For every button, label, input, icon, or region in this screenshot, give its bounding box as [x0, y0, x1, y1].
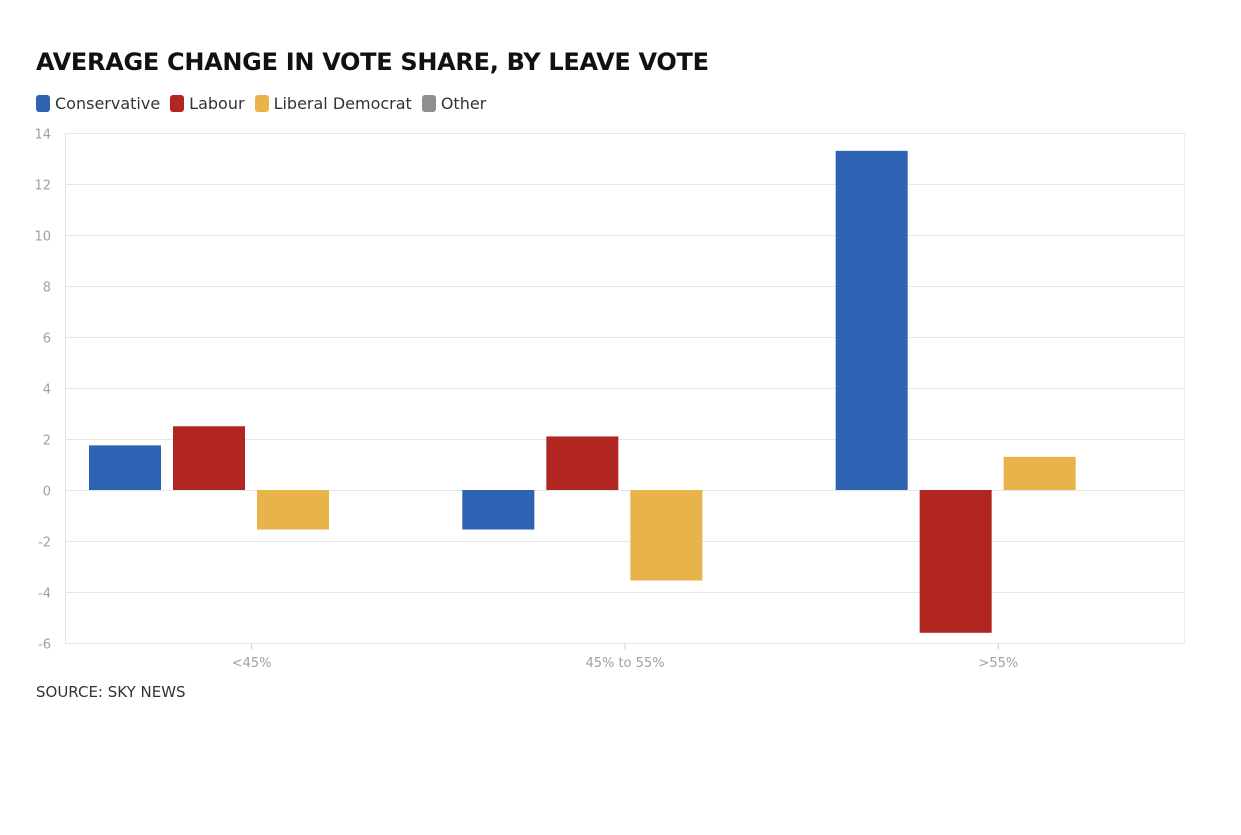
y-tick-label-0: 0	[43, 485, 51, 500]
legend-label-liberal-democrat: Liberal Democrat	[273, 94, 412, 113]
bar-labour-gt-55pct	[919, 490, 992, 633]
y-tick-label-2: 2	[43, 434, 51, 449]
legend-item-liberal-democrat: Liberal Democrat	[254, 94, 412, 113]
source-note: SOURCE: SKY NEWS	[36, 683, 186, 701]
legend-item-labour: Labour	[170, 94, 245, 113]
bar-conservative-45pct-to-55pct	[462, 490, 535, 530]
bar-conservative-lt-45pct	[89, 445, 161, 490]
x-tick-label-lt-45pct: <45%	[232, 656, 272, 671]
legend-swatch-conservative	[36, 95, 50, 112]
y-tick-label-8: 8	[43, 281, 51, 296]
legend-swatch-labour	[170, 95, 185, 112]
y-tick-label-4: -4	[38, 587, 51, 602]
y-tick-label-6: 6	[43, 332, 51, 347]
x-tick-label-gt-55pct: >55%	[978, 656, 1018, 671]
bar-labour-45pct-to-55pct	[546, 436, 619, 490]
y-tick-label-4: 4	[43, 383, 51, 398]
y-tick-label-14: 14	[34, 128, 51, 143]
y-tick-label-2: -2	[38, 536, 51, 551]
y-tick-label-6: -6	[38, 638, 51, 653]
legend: Conservative Labour Liberal Democrat Oth…	[36, 94, 496, 113]
legend-label-labour: Labour	[189, 94, 245, 113]
y-tick-label-12: 12	[34, 179, 51, 194]
legend-swatch-liberal-democrat	[254, 95, 269, 112]
bar-conservative-gt-55pct	[835, 150, 908, 490]
bar-labour-lt-45pct	[173, 426, 245, 490]
legend-item-conservative: Conservative	[36, 94, 160, 113]
bar-liberal-democrat-gt-55pct	[1003, 456, 1076, 490]
bar-liberal-democrat-45pct-to-55pct	[630, 490, 703, 581]
bar-liberal-democrat-lt-45pct	[257, 490, 329, 530]
legend-item-other: Other	[421, 94, 487, 113]
y-tick-label-10: 10	[34, 230, 51, 245]
legend-label-other: Other	[440, 94, 487, 113]
legend-swatch-other	[421, 95, 436, 112]
x-tick-label-45pct-to-55pct: 45% to 55%	[585, 656, 664, 671]
legend-label-conservative: Conservative	[55, 94, 161, 113]
chart-title: AVERAGE CHANGE IN VOTE SHARE, BY LEAVE V…	[36, 48, 709, 76]
